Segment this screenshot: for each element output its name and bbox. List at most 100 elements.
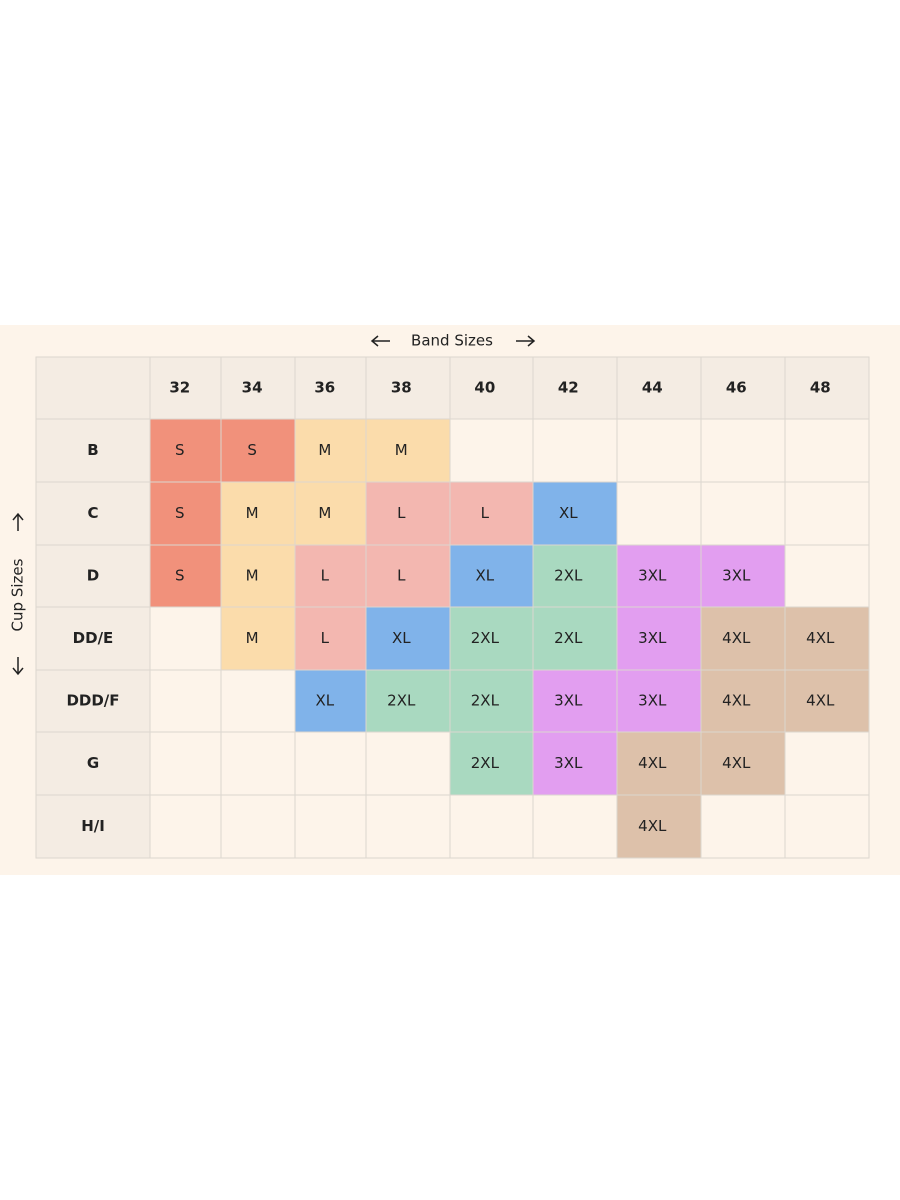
size-label: 4XL <box>638 817 667 835</box>
size-cell <box>149 418 222 483</box>
size-cell <box>700 731 786 796</box>
row-header: DDD/F <box>66 692 119 710</box>
size-label: 4XL <box>638 754 667 772</box>
column-header: 44 <box>642 379 663 397</box>
size-cell <box>220 544 296 608</box>
size-cell <box>700 481 786 546</box>
size-label: 3XL <box>638 629 667 647</box>
row-header-cell <box>35 794 151 859</box>
size-cell <box>616 606 702 671</box>
size-label: L <box>481 504 490 522</box>
column-header: 36 <box>314 379 335 397</box>
size-cell <box>365 481 451 546</box>
size-label: S <box>175 567 185 585</box>
size-label: XL <box>315 692 334 710</box>
corner-cell <box>35 356 151 420</box>
size-cell <box>700 544 786 608</box>
row-header-cell <box>35 481 151 546</box>
row-header: C <box>87 504 98 522</box>
size-label: XL <box>559 504 578 522</box>
size-cell <box>784 544 870 608</box>
arrow-right <box>516 335 536 347</box>
size-label: 2XL <box>471 629 500 647</box>
size-cell <box>365 731 451 796</box>
size-label: 3XL <box>554 692 583 710</box>
size-label: 3XL <box>638 567 667 585</box>
size-cell <box>784 794 870 859</box>
column-header: 42 <box>558 379 579 397</box>
size-cell <box>784 481 870 546</box>
size-cell <box>616 481 702 546</box>
size-label: M <box>318 504 331 522</box>
size-cell <box>365 544 451 608</box>
size-label: S <box>175 504 185 522</box>
row-header: G <box>87 754 99 772</box>
column-header: 46 <box>726 379 747 397</box>
size-label: M <box>246 504 259 522</box>
cup-label: Cup Sizes <box>9 558 27 631</box>
size-cell <box>616 731 702 796</box>
size-cell <box>700 669 786 733</box>
arrow-left <box>370 335 390 347</box>
size-cell <box>616 418 702 483</box>
size-cell <box>365 794 451 859</box>
column-header: 34 <box>242 379 263 397</box>
size-cell <box>220 794 296 859</box>
size-cell <box>784 606 870 671</box>
column-header: 32 <box>169 379 190 397</box>
size-label: 4XL <box>806 692 835 710</box>
size-cell <box>532 481 618 546</box>
size-cell <box>784 669 870 733</box>
size-cell <box>449 481 534 546</box>
size-cell <box>449 418 534 483</box>
size-label: M <box>395 441 408 459</box>
size-label: M <box>246 567 259 585</box>
size-label: 2XL <box>554 629 583 647</box>
size-cell <box>149 481 222 546</box>
size-cell <box>294 731 367 796</box>
size-cell <box>449 731 534 796</box>
size-label: L <box>321 567 330 585</box>
column-header: 38 <box>391 379 412 397</box>
size-cell <box>220 418 296 483</box>
size-cell <box>149 606 222 671</box>
size-label: 4XL <box>722 692 751 710</box>
size-label: M <box>246 629 259 647</box>
column-header-cell <box>616 356 702 420</box>
size-cell <box>220 481 296 546</box>
row-header-cell <box>35 544 151 608</box>
size-label: XL <box>476 567 495 585</box>
size-cell <box>700 794 786 859</box>
size-label: L <box>397 567 406 585</box>
size-cell <box>220 669 296 733</box>
column-header-cell <box>149 356 222 420</box>
size-cell <box>700 418 786 483</box>
row-header: DD/E <box>73 629 114 647</box>
size-cell <box>616 794 702 859</box>
size-label: L <box>321 629 330 647</box>
size-label: 2XL <box>387 692 416 710</box>
size-cell <box>616 669 702 733</box>
size-cell <box>220 606 296 671</box>
size-cell <box>365 418 451 483</box>
band-label: Band Sizes <box>411 332 493 350</box>
size-label: 3XL <box>722 567 751 585</box>
size-label: 3XL <box>638 692 667 710</box>
size-label: M <box>318 441 331 459</box>
column-header: 48 <box>810 379 831 397</box>
size-cell <box>449 794 534 859</box>
column-header-cell <box>220 356 296 420</box>
column-header: 40 <box>474 379 495 397</box>
size-label: 2XL <box>471 692 500 710</box>
size-cell <box>365 606 451 671</box>
size-cell <box>784 418 870 483</box>
size-cell <box>449 544 534 608</box>
size-cell <box>532 418 618 483</box>
size-cell <box>149 731 222 796</box>
size-cell <box>365 669 451 733</box>
size-label: S <box>175 441 185 459</box>
size-cell <box>449 669 534 733</box>
row-header: H/I <box>81 817 105 835</box>
